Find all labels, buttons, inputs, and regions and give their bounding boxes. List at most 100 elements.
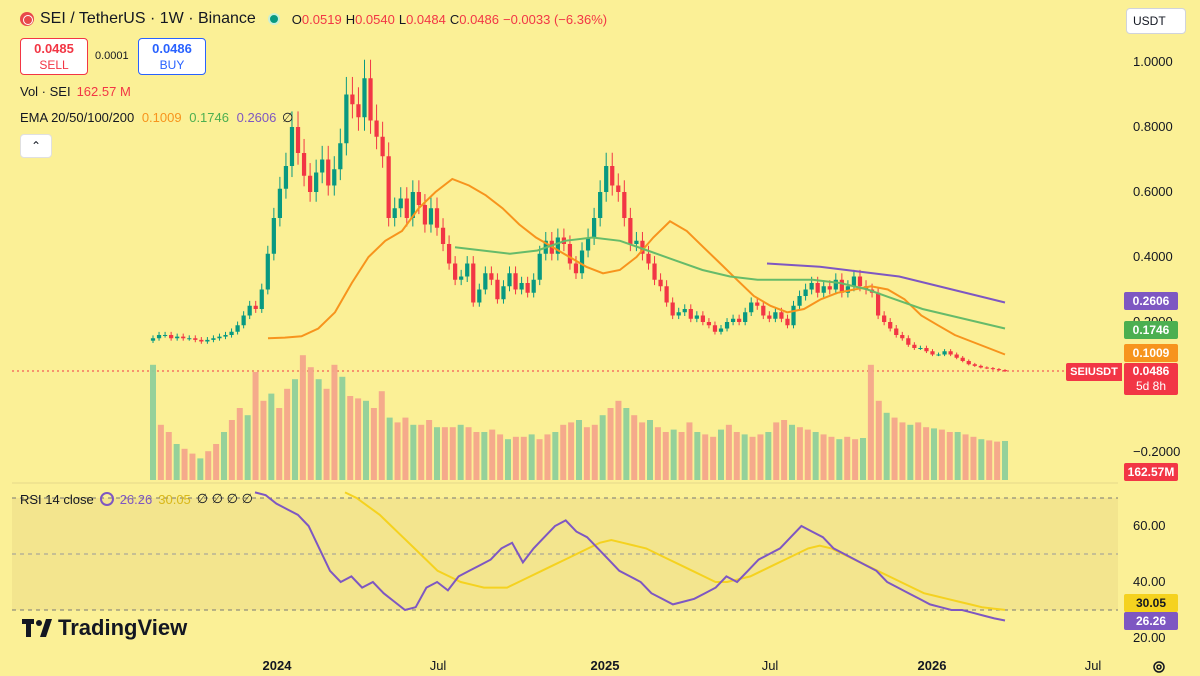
ema20-tag: 0.1009 xyxy=(1124,344,1178,362)
volume-bar xyxy=(867,364,874,480)
candle-body xyxy=(150,338,156,341)
candle-body xyxy=(507,273,512,287)
candle-body xyxy=(791,305,796,326)
price-axis-label: 1.0000 xyxy=(1133,54,1173,69)
candle-body xyxy=(936,354,941,356)
candle-body xyxy=(900,335,905,339)
volume-bar xyxy=(236,408,243,480)
candle-body xyxy=(821,286,826,293)
candle-body xyxy=(839,279,844,293)
volume-bar xyxy=(623,408,630,480)
candle-body xyxy=(809,283,814,290)
candle-body xyxy=(301,153,307,176)
rsi-ma-tag: 30.05 xyxy=(1124,594,1178,612)
tradingview-logo[interactable]: TradingView xyxy=(22,615,187,641)
sell-button[interactable]: 0.0485 SELL xyxy=(20,38,88,75)
candle-body xyxy=(1002,370,1008,372)
candle-body xyxy=(930,351,935,355)
rsi-lines xyxy=(254,491,1006,622)
collapse-legend-button[interactable]: ⌃ xyxy=(20,134,52,158)
candle-body xyxy=(483,273,488,290)
candle-body xyxy=(585,237,591,251)
volume-bar xyxy=(828,436,835,480)
candle-body xyxy=(477,289,482,303)
candle-body xyxy=(253,305,258,309)
buy-button[interactable]: 0.0486 BUY xyxy=(138,38,206,75)
volume-bar xyxy=(647,420,653,480)
candle-body xyxy=(156,335,162,339)
candle-body xyxy=(604,166,609,192)
symbol-tag: SEIUSDT xyxy=(1066,363,1122,381)
candle-body xyxy=(682,309,687,313)
candle-body xyxy=(307,175,313,192)
volume-bar xyxy=(560,424,567,480)
volume-bar xyxy=(441,427,448,480)
volume-bar xyxy=(457,424,464,480)
candle-body xyxy=(199,339,204,342)
candle-body xyxy=(700,315,705,322)
volume-bar xyxy=(481,432,488,480)
ema50-tag: 0.1746 xyxy=(1124,321,1178,339)
volume-bar xyxy=(662,432,669,480)
candle-body xyxy=(229,331,234,335)
candle-body xyxy=(670,302,675,316)
volume-bar xyxy=(221,432,227,480)
volume-bar xyxy=(962,434,969,480)
volume-bar xyxy=(694,432,701,480)
rsi-ma-line xyxy=(344,491,1006,611)
volume-bar xyxy=(615,400,622,480)
currency-selector[interactable]: USDT xyxy=(1126,8,1186,34)
symbol-title[interactable]: SEI / TetherUS · 1W · Binance xyxy=(40,10,256,27)
candle-body xyxy=(942,351,947,355)
volume-legend[interactable]: Vol · SEI 162.57 M xyxy=(20,84,131,99)
candle-body xyxy=(894,328,899,335)
volume-bar xyxy=(875,400,882,480)
volume-tag: 162.57M xyxy=(1124,463,1178,481)
ema-legend[interactable]: EMA 20/50/100/200 0.1009 0.1746 0.2606 ∅ xyxy=(20,110,294,125)
candle-body xyxy=(718,328,724,332)
volume-bar xyxy=(639,422,646,480)
candle-body xyxy=(169,335,174,339)
candle-body xyxy=(658,279,663,287)
candle-body xyxy=(616,185,621,192)
volume-bar xyxy=(165,432,172,480)
candle-body xyxy=(924,348,929,352)
candles xyxy=(150,59,1008,372)
volume-bar xyxy=(323,388,330,480)
volume-bar xyxy=(299,355,306,480)
candle-body xyxy=(882,315,887,322)
volume-bar xyxy=(449,427,456,480)
candle-body xyxy=(591,218,597,238)
volume-bar xyxy=(512,436,519,480)
candle-body xyxy=(283,166,289,189)
candle-body xyxy=(743,312,748,322)
candle-body xyxy=(223,335,228,337)
ema-lines xyxy=(267,177,1006,356)
candle-body xyxy=(241,315,246,326)
candle-body xyxy=(954,354,959,358)
volume-bar xyxy=(528,434,535,480)
refresh-icon[interactable] xyxy=(99,492,114,506)
rsi-tag: 26.26 xyxy=(1124,612,1178,630)
volume-bar xyxy=(938,429,945,480)
volume-bar xyxy=(678,432,685,480)
candle-body xyxy=(912,344,917,348)
candle-body xyxy=(453,263,458,280)
rsi-legend[interactable]: RSI 14 close 26.26 30.05 ∅ ∅ ∅ ∅ xyxy=(20,491,253,507)
candle-body xyxy=(398,198,403,209)
price-change: −0.0033 (−6.36%) xyxy=(503,11,608,27)
candle-body xyxy=(386,156,391,218)
candle-body xyxy=(652,263,657,280)
volume-bar xyxy=(978,439,985,480)
candle-body xyxy=(827,286,832,290)
candle-body xyxy=(271,218,276,254)
candle-body xyxy=(761,305,766,316)
candle-body xyxy=(598,192,603,218)
volume-bar xyxy=(370,408,377,480)
candle-body xyxy=(416,192,421,205)
candle-body xyxy=(211,338,216,340)
volume-bar xyxy=(552,432,559,480)
settings-gear-icon[interactable] xyxy=(1151,659,1167,675)
volume-bar xyxy=(244,415,251,480)
